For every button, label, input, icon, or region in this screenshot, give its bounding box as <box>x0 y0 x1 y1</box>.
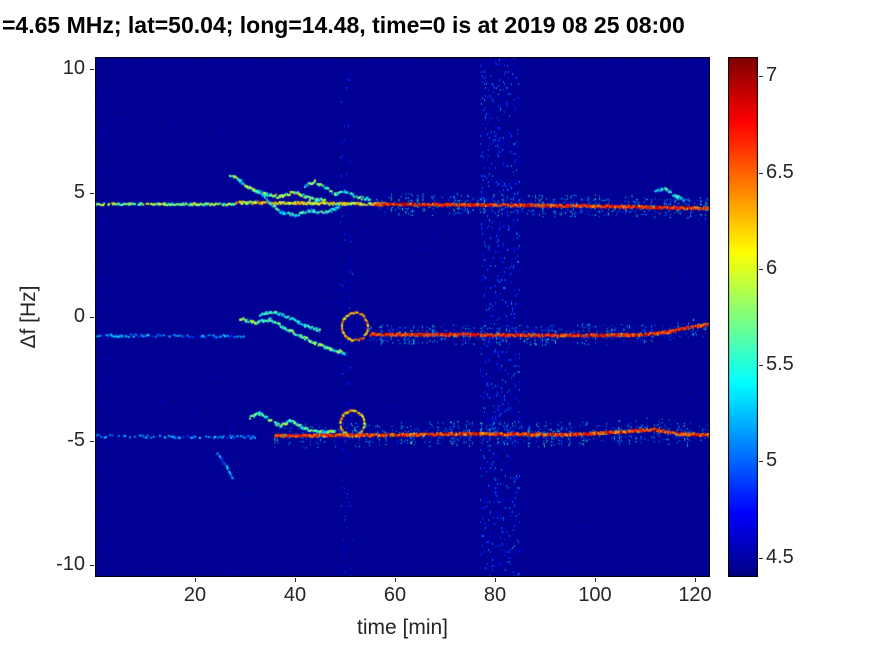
x-tick-label: 40 <box>283 584 307 606</box>
plot-title: =4.65 MHz; lat=50.04; long=14.48, time=0… <box>2 12 685 38</box>
y-tick-label: 5 <box>73 181 85 204</box>
x-tick-mark <box>395 578 396 582</box>
y-tick-label: -10 <box>56 552 85 575</box>
x-axis-label: time [min] <box>356 616 448 639</box>
x-tick-mark <box>295 578 296 582</box>
x-tick-mark <box>495 578 496 582</box>
colorbar-tick-label: 5 <box>766 449 778 472</box>
y-tick-mark <box>90 564 94 566</box>
y-tick-mark <box>90 193 94 195</box>
colorbar-tick-mark <box>759 76 763 78</box>
colorbar-tick-label: 6.5 <box>766 160 794 183</box>
x-tick-mark <box>695 578 696 582</box>
y-tick-label: -5 <box>67 428 85 451</box>
colorbar-tick-label: 5.5 <box>766 353 794 376</box>
x-tick-mark <box>595 578 596 582</box>
colorbar-tick-label: 4.5 <box>766 545 794 568</box>
x-tick-label: 100 <box>578 584 612 606</box>
y-tick-label: 10 <box>62 57 85 80</box>
x-tick-label: 120 <box>678 584 712 606</box>
x-tick-label: 20 <box>183 584 207 606</box>
spectrogram-plot <box>95 57 710 577</box>
colorbar-tick-label: 7 <box>766 64 778 87</box>
colorbar-tick-label: 6 <box>766 256 778 279</box>
colorbar-tick-mark <box>759 365 763 367</box>
y-tick-mark <box>90 317 94 318</box>
colorbar <box>728 57 758 577</box>
y-tick-mark <box>90 440 94 442</box>
x-tick-label: 80 <box>483 584 507 606</box>
y-tick-mark <box>90 69 94 71</box>
colorbar-tick-mark <box>759 461 763 463</box>
x-tick-label: 60 <box>383 584 407 606</box>
colorbar-tick-mark <box>759 268 763 270</box>
x-tick-mark <box>195 578 196 582</box>
y-tick-label: 0 <box>73 305 85 327</box>
colorbar-tick-mark <box>759 172 763 174</box>
colorbar-tick-mark <box>759 557 763 559</box>
